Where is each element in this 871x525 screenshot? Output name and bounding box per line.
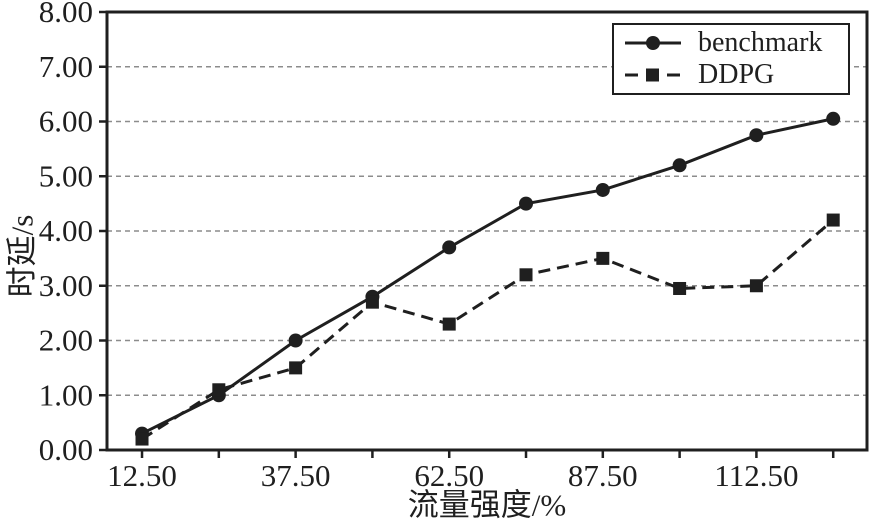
data-point-benchmark — [595, 182, 610, 197]
y-tick-label: 1.00 — [39, 377, 93, 412]
data-point-DDPG — [826, 213, 840, 227]
y-axis-title: 时延/s — [4, 214, 40, 298]
y-tick-label: 3.00 — [39, 268, 93, 303]
x-tick-label: 87.50 — [568, 458, 638, 493]
data-point-benchmark — [749, 128, 764, 143]
data-point-DDPG — [596, 251, 610, 265]
series-line-DDPG — [141, 218, 835, 441]
data-point-DDPG — [519, 268, 533, 282]
series-line-benchmark — [141, 117, 834, 435]
legend: benchmark DDPG — [612, 23, 850, 95]
x-tick-label: 37.50 — [261, 458, 331, 493]
y-tick-label: 8.00 — [39, 0, 93, 29]
x-axis-title: 流量强度/% — [407, 487, 567, 523]
y-tick-label: 7.00 — [39, 49, 93, 84]
data-point-DDPG — [749, 279, 763, 293]
data-point-DDPG — [135, 432, 149, 446]
y-tick-label: 5.00 — [39, 158, 93, 193]
data-point-DDPG — [365, 295, 379, 309]
data-point-benchmark — [826, 111, 841, 126]
data-point-DDPG — [212, 383, 226, 397]
y-tick-label: 2.00 — [39, 323, 93, 358]
legend-label-ddpg: DDPG — [698, 59, 775, 90]
legend-entry-benchmark: benchmark — [620, 27, 842, 59]
benchmark-line-marker-icon — [625, 36, 681, 50]
data-point-benchmark — [288, 333, 303, 348]
y-tick-label: 0.00 — [39, 432, 93, 467]
y-tick-label: 4.00 — [39, 213, 93, 248]
data-point-DDPG — [289, 361, 303, 375]
x-tick-label: 12.50 — [107, 458, 177, 493]
legend-label-benchmark: benchmark — [698, 27, 823, 58]
data-point-benchmark — [672, 158, 687, 173]
x-tick-label: 62.50 — [414, 458, 484, 493]
legend-entry-ddpg: DDPG — [620, 59, 842, 91]
y-tick-label: 6.00 — [39, 104, 93, 139]
ddpg-line-marker-icon — [625, 68, 680, 82]
data-point-DDPG — [442, 317, 456, 331]
data-point-benchmark — [519, 196, 534, 211]
data-point-DDPG — [673, 281, 687, 295]
x-tick-label: 112.50 — [714, 458, 798, 493]
data-point-benchmark — [442, 240, 457, 255]
